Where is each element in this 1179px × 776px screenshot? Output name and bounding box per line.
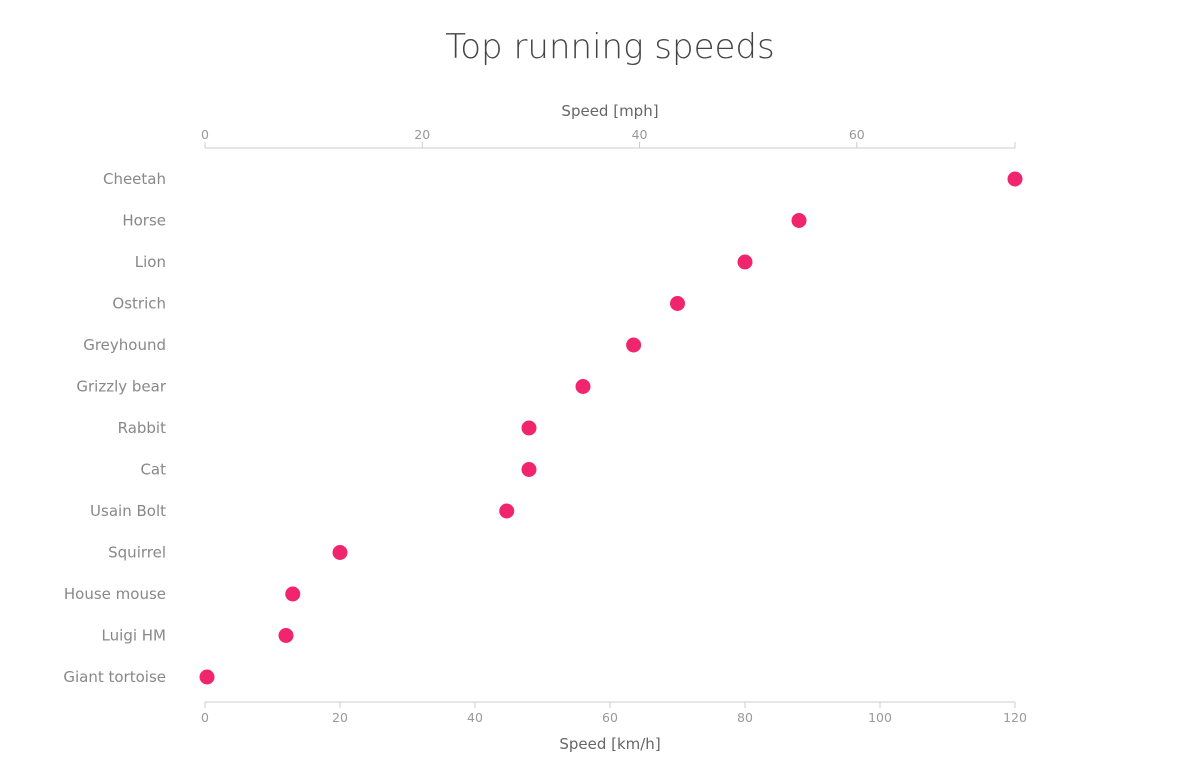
data-point[interactable] (499, 504, 514, 519)
bottom-tick-label: 20 (332, 710, 348, 725)
category-label: Lion (135, 253, 166, 271)
bottom-tick-label: 0 (201, 710, 209, 725)
category-label: Ostrich (112, 295, 166, 313)
category-label: Grizzly bear (76, 378, 166, 396)
bottom-tick-label: 60 (602, 710, 618, 725)
top-tick-label: 40 (632, 127, 648, 142)
data-point[interactable] (670, 296, 685, 311)
bottom-tick-label: 120 (1003, 710, 1027, 725)
data-point[interactable] (522, 462, 537, 477)
bottom-tick-label: 80 (737, 710, 753, 725)
category-label: Luigi HM (102, 627, 166, 645)
data-point[interactable] (576, 379, 591, 394)
top-tick-label: 20 (414, 127, 430, 142)
data-point[interactable] (738, 255, 753, 270)
category-label: House mouse (64, 585, 166, 603)
category-label: Horse (122, 212, 166, 230)
bottom-tick-label: 100 (868, 710, 892, 725)
category-label: Cat (140, 461, 166, 479)
bottom-tick-label: 40 (467, 710, 483, 725)
category-label: Cheetah (103, 170, 166, 188)
top-axis-title: Speed [mph] (561, 102, 658, 120)
category-label: Giant tortoise (63, 668, 166, 686)
data-point[interactable] (333, 545, 348, 560)
category-label: Rabbit (118, 419, 166, 437)
data-point[interactable] (522, 421, 537, 436)
data-point[interactable] (285, 587, 300, 602)
category-label: Squirrel (108, 544, 166, 562)
category-label: Usain Bolt (90, 502, 166, 520)
bottom-axis-title: Speed [km/h] (559, 735, 660, 753)
top-tick-label: 0 (201, 127, 209, 142)
top-tick-label: 60 (849, 127, 865, 142)
data-point[interactable] (792, 213, 807, 228)
data-point[interactable] (279, 628, 294, 643)
chart-title: Top running speeds (445, 27, 774, 67)
data-point[interactable] (200, 670, 215, 685)
category-label: Greyhound (83, 336, 166, 354)
chart-marks: 0 20 40 60 80 100 120 0 20 40 60 Cheetah Horse Lion Os… (63, 127, 1027, 725)
data-point[interactable] (1008, 172, 1023, 187)
data-point[interactable] (626, 338, 641, 353)
